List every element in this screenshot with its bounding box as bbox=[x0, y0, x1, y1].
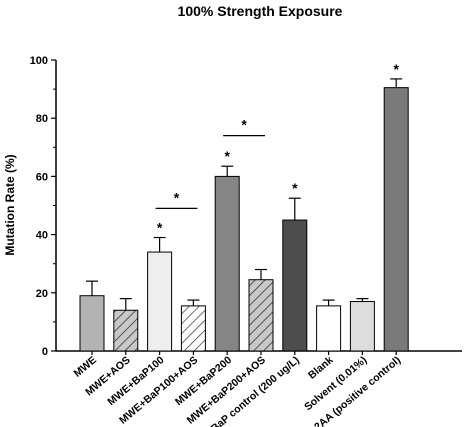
significance-star: * bbox=[157, 220, 163, 236]
bar bbox=[248, 279, 274, 352]
significance-star: * bbox=[393, 61, 399, 77]
bar bbox=[214, 175, 240, 352]
significance-star: * bbox=[224, 148, 230, 164]
bar bbox=[113, 309, 139, 352]
y-tick-label: 80 bbox=[36, 113, 48, 125]
bar bbox=[349, 301, 375, 352]
bar bbox=[282, 219, 308, 352]
chart-title: 100% Strength Exposure bbox=[178, 3, 343, 19]
y-axis-label: Mutation Rate (%) bbox=[3, 154, 17, 255]
bar bbox=[180, 305, 206, 352]
bars bbox=[79, 78, 409, 355]
x-tick-label: MWE bbox=[72, 354, 99, 380]
annotations: * * * * * * bbox=[155, 61, 399, 236]
y-tick-label: 20 bbox=[36, 288, 48, 300]
y-tick-label: 40 bbox=[36, 230, 48, 242]
bar bbox=[147, 251, 173, 352]
bar bbox=[383, 87, 409, 352]
bracket-star: * bbox=[241, 117, 247, 133]
y-tick-label: 100 bbox=[30, 55, 48, 67]
x-tick-label: Blank bbox=[306, 354, 336, 382]
y-tick-label: 60 bbox=[36, 171, 48, 183]
category-labels: MWEMWE+AOSMWE+BaP100MWE+BaP100+AOSMWE+Ba… bbox=[72, 354, 404, 427]
bar bbox=[316, 305, 342, 352]
bracket-star: * bbox=[174, 189, 180, 205]
bar bbox=[79, 295, 105, 352]
significance-star: * bbox=[292, 180, 298, 196]
y-tick-label: 0 bbox=[42, 346, 48, 358]
